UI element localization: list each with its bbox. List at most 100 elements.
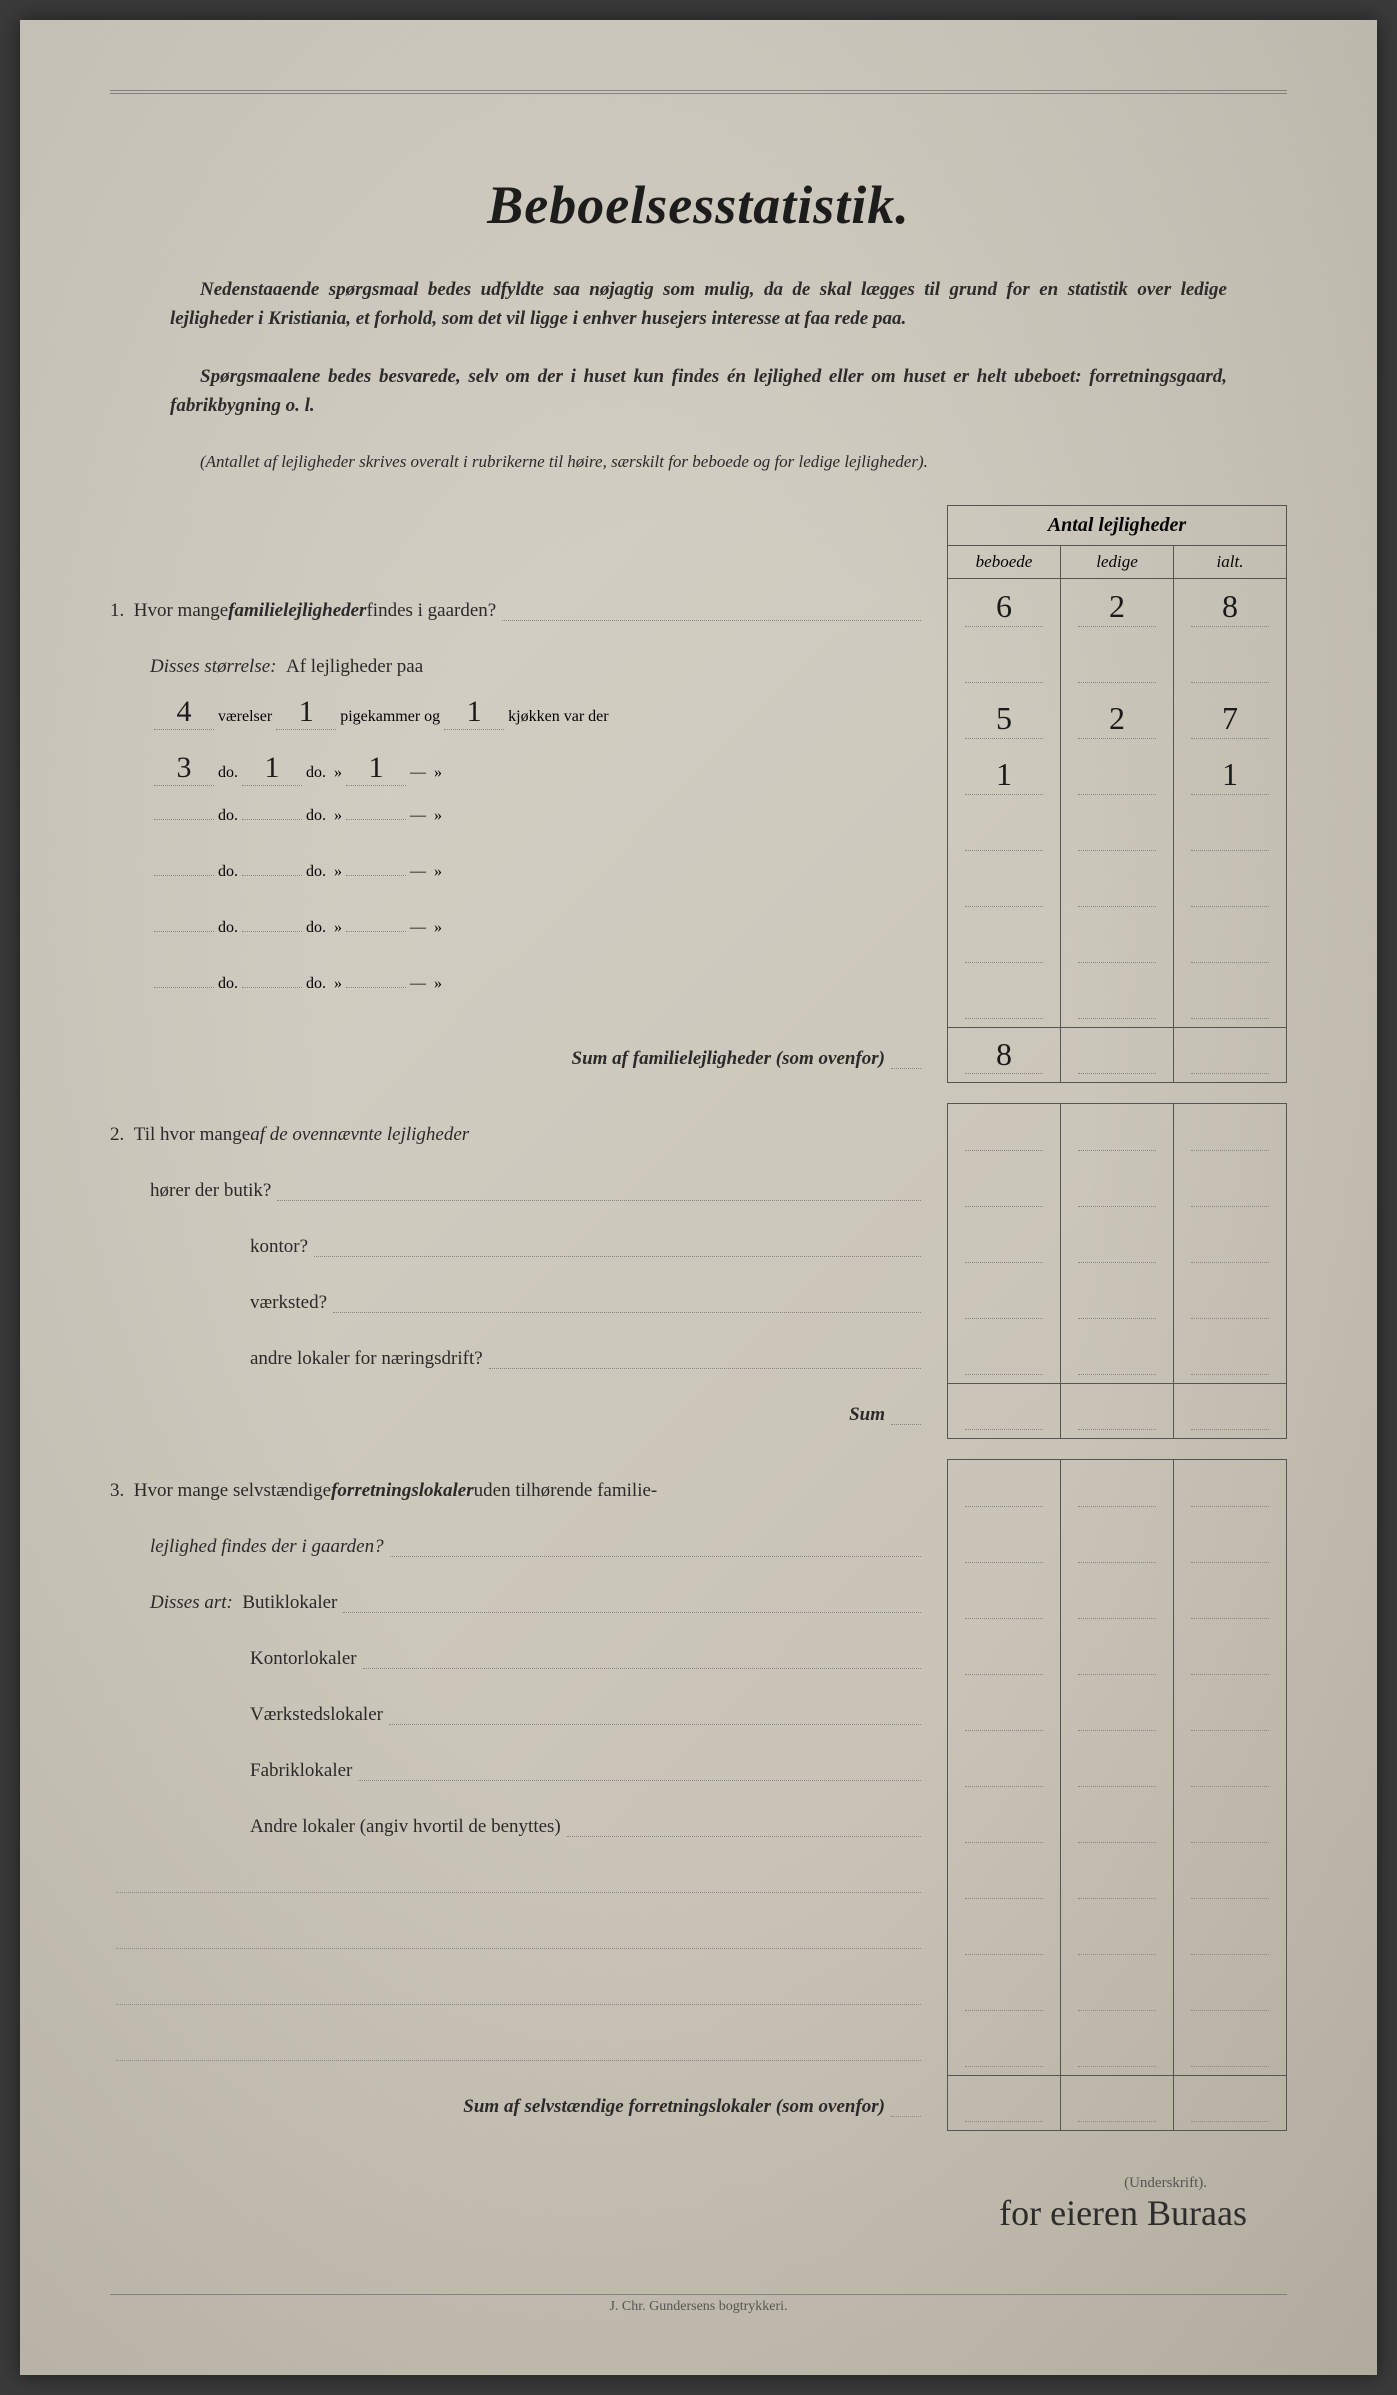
drow-q3-4 <box>947 1739 1287 1795</box>
intro-para-3: (Antallet af lejligheder skrives overalt… <box>170 450 1227 475</box>
q1-r3-kjok-lbl: — <box>410 863 426 881</box>
q1-r4-kjok <box>346 931 406 932</box>
q1-r0-kjok: 1 <box>444 695 504 730</box>
drow-q1: 6 2 8 <box>947 579 1287 635</box>
dots <box>116 2004 921 2005</box>
q1-row-3: do. do. » — » <box>150 863 927 919</box>
drow-q3-0 <box>947 1515 1287 1571</box>
cell <box>948 2076 1061 2130</box>
cell <box>1174 635 1286 691</box>
cell <box>1061 1028 1174 1082</box>
cell <box>1174 915 1286 971</box>
cell <box>1061 1104 1174 1159</box>
drow-q1r5 <box>947 971 1287 1027</box>
q3-sum: Sum af selvstændige forretningslokaler (… <box>110 2079 927 2135</box>
q3-l1: Kontorlokaler <box>250 1631 927 1687</box>
cell <box>948 971 1061 1027</box>
sub-ialt: ialt. <box>1174 546 1286 578</box>
drow-spacer <box>947 635 1287 691</box>
q1-sum-label: Sum af familielejligheder <box>572 1048 772 1070</box>
cell <box>948 635 1061 691</box>
drow-q3-5 <box>947 1795 1287 1851</box>
cell <box>1174 1460 1286 1515</box>
drow-q1r3 <box>947 859 1287 915</box>
q1-text-b: familielejligheder <box>228 600 366 622</box>
q1-r1-vaer-lbl: do. <box>218 764 238 782</box>
q1-r0-vaer-lbl: værelser <box>218 708 272 726</box>
cell <box>1061 1215 1174 1271</box>
drow-q1r2 <box>947 803 1287 859</box>
cell <box>1174 2076 1286 2130</box>
drow-q3-head <box>947 1459 1287 1515</box>
cell <box>1174 1963 1286 2019</box>
dots <box>116 1948 921 1949</box>
drow-q3-sum <box>947 2075 1287 2131</box>
cell <box>1061 1384 1174 1438</box>
cell <box>948 1215 1061 1271</box>
q1-r0-pige: 1 <box>276 695 336 730</box>
q1-r3-kjok <box>346 875 406 876</box>
cell <box>1174 1627 1286 1683</box>
dots <box>502 620 921 621</box>
q1-row-2: do. do. » — » <box>150 807 927 863</box>
q2-line: 2. Til hvor mange af de ovennævnte lejli… <box>110 1107 927 1163</box>
q3-l3-text: Fabriklokaler <box>250 1760 352 1782</box>
cell <box>1061 1963 1174 2019</box>
q1-r5-vaer <box>154 987 214 988</box>
questions-column: 1. Hvor mange familielejligheder findes … <box>110 505 947 2135</box>
q1-line: 1. Hvor mange familielejligheder findes … <box>110 583 927 639</box>
cell <box>1174 1739 1286 1795</box>
cell <box>1061 2019 1174 2075</box>
q2-l0: hører der butik? <box>150 1163 927 1219</box>
cell: 2 <box>1061 579 1174 635</box>
cell <box>1174 1851 1286 1907</box>
q1-r4-vaer <box>154 931 214 932</box>
signature-value: for eieren Buraas <box>110 2192 1247 2234</box>
cell <box>948 803 1061 859</box>
cell <box>1061 1327 1174 1383</box>
dots <box>314 1256 921 1257</box>
q1-r3-pige <box>242 875 302 876</box>
cell <box>1061 1795 1174 1851</box>
cell <box>948 1460 1061 1515</box>
q1-r0-kjok-lbl: kjøkken var der <box>508 708 608 726</box>
dots <box>277 1200 921 1201</box>
q1-text-a: Hvor mange <box>134 600 228 622</box>
cell <box>948 1515 1061 1571</box>
cell <box>1061 635 1174 691</box>
dots <box>489 1368 921 1369</box>
q3-num: 3. <box>110 1480 124 1502</box>
q3-l2-text: Værkstedslokaler <box>250 1704 383 1726</box>
q3-sum-label: Sum af selvstændige forretningslokaler <box>463 2096 771 2118</box>
q1-sum-note: (som ovenfor) <box>776 1048 885 1070</box>
drow-q1r0: 5 2 7 <box>947 691 1287 747</box>
q2-sum-label: Sum <box>849 1404 885 1426</box>
q1-r1-pige-lbl: do. <box>306 764 326 782</box>
q1-r5-pige-lbl: do. <box>306 975 326 993</box>
cell <box>948 1271 1061 1327</box>
q1-r2-kjok <box>346 819 406 820</box>
q3-l4-text: Andre lokaler (angiv hvortil de benyttes… <box>250 1816 561 1838</box>
q1-r2-vaer-lbl: do. <box>218 807 238 825</box>
cell: 1 <box>1174 747 1286 803</box>
q1-row-4: do. do. » — » <box>150 919 927 975</box>
cell <box>1174 1104 1286 1159</box>
q3-text-c: uden tilhørende familie- <box>474 1480 658 1502</box>
document-page: Beboelsesstatistik. Nedenstaaende spørgs… <box>20 20 1377 2375</box>
footer-printer: J. Chr. Gundersens bogtrykkeri. <box>110 2294 1287 2315</box>
q1-r2-kjok-lbl: — <box>410 807 426 825</box>
page-title: Beboelsesstatistik. <box>110 174 1287 236</box>
q3-sum-note: (som ovenfor) <box>776 2096 885 2118</box>
cell <box>1174 1683 1286 1739</box>
cell <box>1061 915 1174 971</box>
q2-l3-text: andre lokaler for næringsdrift? <box>250 1348 483 1370</box>
drow-q2-1 <box>947 1215 1287 1271</box>
cell <box>948 1683 1061 1739</box>
q3-l0-text: Butiklokaler <box>242 1592 337 1614</box>
cell <box>948 1739 1061 1795</box>
q1-r5-kjok <box>346 987 406 988</box>
q1-row-5: do. do. » — » <box>150 975 927 1031</box>
q1-r3-vaer <box>154 875 214 876</box>
drow-q2-3 <box>947 1327 1287 1383</box>
q3-blank4 <box>110 2023 927 2079</box>
